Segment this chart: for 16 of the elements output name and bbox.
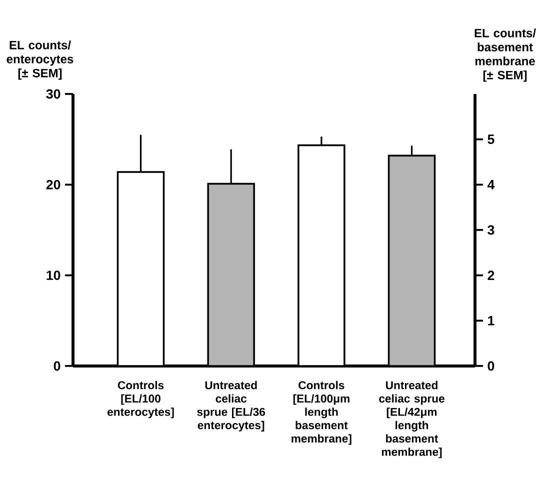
- y-axis-title: EL counts/ enterocytes [± SEM]: [6, 40, 74, 80]
- x-tick-label: Untreated celiac sprue [EL/42μm length basement membrane]: [379, 380, 444, 458]
- y2-tick-label: 4: [487, 180, 495, 190]
- y2-tick-label: 5: [488, 134, 494, 144]
- x-tick-label: Untreated celiac sprue [EL/36 enterocytes]: [197, 380, 266, 432]
- y2-tick-label: 2: [488, 270, 494, 280]
- x-tick-label: Controls [EL/100 enterocytes]: [108, 380, 174, 418]
- y-tick-label: 0: [54, 361, 60, 371]
- y-tick-label: 10: [46, 270, 60, 280]
- y2-tick-label: 0: [488, 361, 494, 371]
- y-tick-label: 30: [46, 89, 60, 99]
- y-tick-label: 20: [46, 180, 60, 190]
- y2-tick-label: 3: [488, 225, 494, 235]
- x-tick-label: Controls [EL/100μm length basement membrane]: [292, 380, 352, 445]
- y2-tick-label: 1: [488, 316, 494, 326]
- y2-axis-title: EL counts/ basement membrane [± SEM]: [474, 28, 536, 82]
